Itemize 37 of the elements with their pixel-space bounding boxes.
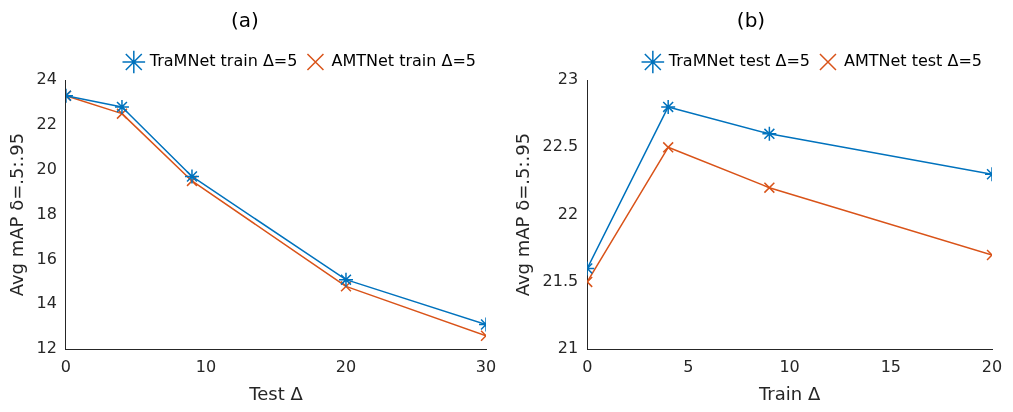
x-tick-label: 20 bbox=[981, 356, 1003, 376]
y-tick-label: 16 bbox=[36, 248, 57, 268]
y-tick-label: 22 bbox=[36, 114, 57, 134]
legend-label: TraMNet train Δ=5 bbox=[148, 51, 298, 71]
y-tick-label: 21.5 bbox=[542, 271, 579, 291]
x-axis-title: Train Δ bbox=[758, 382, 821, 404]
point bbox=[186, 175, 198, 187]
x-tick-label: 10 bbox=[195, 356, 217, 376]
point bbox=[116, 107, 128, 120]
point bbox=[340, 280, 352, 293]
chart-title: (b) bbox=[736, 8, 766, 33]
y-tick-label: 12 bbox=[36, 338, 57, 358]
x-tick-label: 0 bbox=[582, 356, 593, 376]
y-tick-label: 18 bbox=[36, 203, 57, 223]
y-tick-label: 23 bbox=[557, 69, 579, 89]
y-tick-label: 24 bbox=[36, 69, 57, 89]
y-tick-label: 21 bbox=[557, 338, 579, 358]
point bbox=[114, 99, 130, 115]
y-axis-title: Avg mAP δ=.5:.95 bbox=[512, 132, 534, 297]
point bbox=[338, 271, 354, 288]
y-axis-title: Avg mAP δ=.5:.95 bbox=[6, 132, 28, 297]
point bbox=[184, 168, 200, 185]
x-tick-label: 20 bbox=[335, 356, 357, 376]
x-tick-label: 15 bbox=[880, 356, 901, 376]
y-tick-label: 22.5 bbox=[542, 136, 579, 156]
chart-title: (a) bbox=[231, 8, 259, 33]
x-tick-label: 0 bbox=[60, 356, 72, 376]
legend-label: TraMNet test Δ=5 bbox=[667, 51, 810, 71]
x-tick-label: 5 bbox=[683, 356, 694, 376]
x-axis-title: Test Δ bbox=[248, 382, 304, 404]
y-tick-label: 14 bbox=[36, 293, 57, 313]
y-tick-label: 22 bbox=[557, 203, 579, 223]
legend-label: AMTNet train Δ=5 bbox=[331, 51, 477, 71]
legend-label: AMTNet test Δ=5 bbox=[843, 51, 983, 71]
y-tick-label: 20 bbox=[36, 158, 57, 178]
x-tick-label: 30 bbox=[475, 356, 497, 376]
x-tick-label: 10 bbox=[779, 356, 800, 376]
